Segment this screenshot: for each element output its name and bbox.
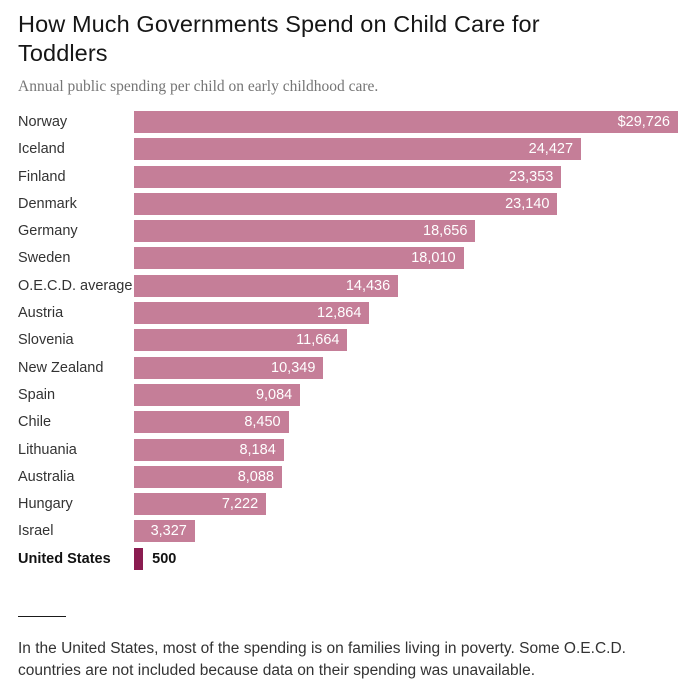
category-label: Lithuania: [18, 441, 77, 458]
bar-track: 9,084: [134, 383, 678, 406]
category-label: United States: [18, 550, 111, 567]
chart-row: Sweden 18,010: [18, 247, 678, 270]
bar: 8,184: [134, 438, 284, 461]
chart-row: O.E.C.D. average 14,436: [18, 274, 678, 297]
category-label: Spain: [18, 386, 56, 403]
bar: 8,088: [134, 465, 282, 488]
value-label: 23,353: [509, 168, 554, 185]
bar-track: 24,427: [134, 138, 678, 161]
chart-row: Spain 9,084: [18, 383, 678, 406]
bar: 8,450: [134, 411, 289, 434]
bar: 3,327: [134, 520, 195, 543]
value-label: 500: [152, 550, 177, 567]
bar-track: 10,349: [134, 356, 678, 379]
bar: 18,010: [134, 247, 464, 270]
bar-track: 8,088: [134, 465, 678, 488]
category-label: Chile: [18, 414, 52, 431]
value-label: 7,222: [221, 496, 259, 513]
page-title: How Much Governments Spend on Child Care…: [18, 11, 540, 66]
bar: 24,427: [134, 138, 582, 161]
bar: 14,436: [134, 274, 399, 297]
bar: 9,084: [134, 383, 301, 406]
chart-row: Norway $29,726: [18, 111, 678, 133]
chart-row: Finland 23,353: [18, 165, 678, 188]
value-label: 3,327: [150, 523, 187, 540]
category-label: Germany: [18, 223, 78, 240]
chart-row: Lithuania 8,184: [18, 438, 678, 461]
bar-track: 12,864: [134, 302, 678, 325]
value-label: 18,010: [411, 250, 456, 267]
bar: 7,222: [134, 493, 267, 516]
footnote-text: In the United States, most of the spendi…: [18, 639, 626, 679]
category-label: Finland: [18, 168, 66, 185]
bar-track: 23,140: [134, 192, 678, 215]
footnote-divider: [18, 615, 66, 617]
bar: $29,726: [134, 111, 678, 133]
category-label: Denmark: [18, 195, 77, 212]
chart-subtitle: Annual public spending per child on earl…: [18, 78, 379, 95]
bar-chart: Norway $29,726 Iceland 24,427 Finland 23…: [18, 111, 678, 570]
category-label: Norway: [18, 114, 68, 130]
bar-track: 500: [134, 547, 678, 570]
bar-track: 3,327: [134, 520, 678, 543]
category-label: O.E.C.D. average: [18, 277, 133, 294]
bar-track: $29,726: [134, 111, 678, 133]
bar: 12,864: [134, 302, 370, 325]
value-label: 12,864: [317, 305, 362, 322]
bar-track: 7,222: [134, 493, 678, 516]
chart-row: New Zealand 10,349: [18, 356, 678, 379]
value-label: 23,140: [505, 195, 550, 212]
bar-track: 8,184: [134, 438, 678, 461]
bar-highlight: 500: [134, 547, 176, 570]
value-label: $29,726: [617, 114, 670, 130]
bar: 23,353: [134, 165, 562, 188]
category-label: Australia: [18, 468, 75, 485]
value-label: 10,349: [271, 359, 316, 376]
chart-row: Slovenia 11,664: [18, 329, 678, 352]
category-label: New Zealand: [18, 359, 104, 376]
chart-row: Denmark 23,140: [18, 192, 678, 215]
value-label: 14,436: [345, 277, 391, 294]
category-label: Slovenia: [18, 332, 74, 349]
chart-row: Germany 18,656: [18, 220, 678, 243]
chart-row: Austria 12,864: [18, 302, 678, 325]
chart-row: Chile 8,450: [18, 411, 678, 434]
bar-track: 14,436: [134, 274, 678, 297]
chart-row: Australia 8,088: [18, 465, 678, 488]
value-label: 24,427: [528, 141, 574, 158]
category-label: Sweden: [18, 250, 71, 267]
chart-row: Iceland 24,427: [18, 138, 678, 161]
value-label: 8,184: [239, 441, 276, 458]
bar-track: 8,450: [134, 411, 678, 434]
chart-row: Israel 3,327: [18, 520, 678, 543]
value-label: 8,088: [237, 468, 274, 485]
category-label: Hungary: [18, 496, 73, 513]
bar: 23,140: [134, 192, 558, 215]
bar: 18,656: [134, 220, 476, 243]
category-label: Iceland: [18, 141, 65, 158]
category-label: Austria: [18, 305, 64, 322]
value-label: 11,664: [296, 332, 340, 349]
bar-track: 18,656: [134, 220, 678, 243]
value-label: 8,450: [244, 414, 281, 431]
chart-row-united-states: United States 500: [18, 547, 678, 570]
bar-track: 18,010: [134, 247, 678, 270]
bar-track: 23,353: [134, 165, 678, 188]
category-label: Israel: [18, 523, 54, 540]
bar-track: 11,664: [134, 329, 678, 352]
chart-row: Hungary 7,222: [18, 493, 678, 516]
bar: 11,664: [134, 329, 348, 352]
value-label: 18,656: [423, 223, 468, 240]
bar: 10,349: [134, 356, 324, 379]
value-label: 9,084: [255, 386, 293, 403]
